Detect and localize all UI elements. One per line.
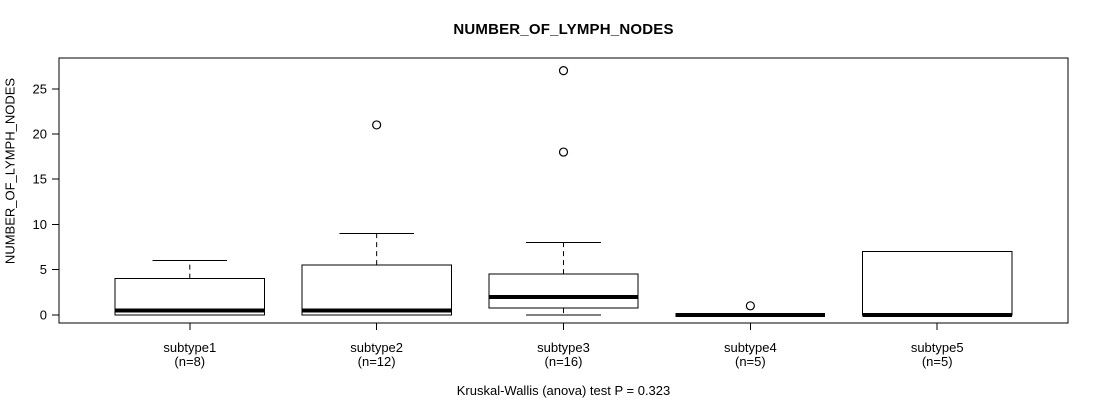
y-tick-label: 15 xyxy=(33,172,47,187)
x-tick-label: subtype3 xyxy=(537,340,590,355)
x-tick-label: subtype1 xyxy=(163,340,216,355)
y-tick-label: 25 xyxy=(33,81,47,96)
y-tick-label: 20 xyxy=(33,126,47,141)
y-tick-label: 0 xyxy=(40,307,47,322)
stat-test-note: Kruskal-Wallis (anova) test P = 0.323 xyxy=(456,383,671,398)
chart-title: NUMBER_OF_LYMPH_NODES xyxy=(453,21,674,38)
box xyxy=(301,264,452,316)
x-tick-sublabel: (n=5) xyxy=(922,354,953,369)
x-tick-sublabel: (n=8) xyxy=(174,354,205,369)
outlier-point xyxy=(558,66,569,76)
x-tick-sublabel: (n=12) xyxy=(358,354,396,369)
y-tick-label: 10 xyxy=(33,217,47,232)
outlier-point xyxy=(558,147,569,157)
box xyxy=(861,251,1013,316)
x-tick-sublabel: (n=16) xyxy=(545,354,583,369)
x-tick-label: subtype4 xyxy=(724,340,777,355)
y-tick-label: 5 xyxy=(40,262,47,277)
x-tick-label: subtype2 xyxy=(350,340,403,355)
x-tick-label: subtype5 xyxy=(911,340,964,355)
x-tick-sublabel: (n=5) xyxy=(735,354,766,369)
outlier-point xyxy=(745,301,755,311)
box xyxy=(488,273,639,309)
outlier-point xyxy=(372,120,382,130)
